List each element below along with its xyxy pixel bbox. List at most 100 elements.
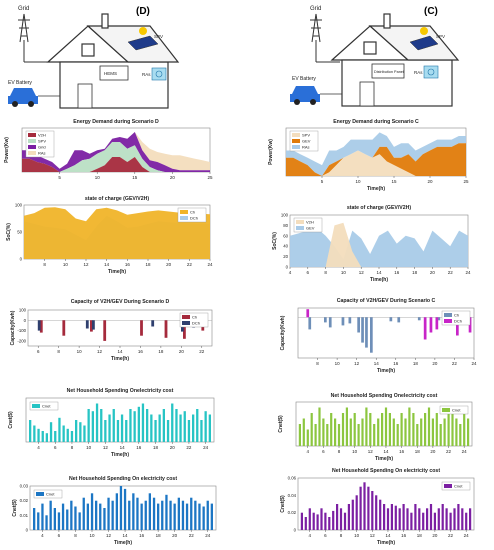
bar-cnet — [337, 424, 341, 446]
bar-cnet — [300, 512, 303, 530]
chart-c_cost_2: Net Household Spending On electricity co… — [280, 468, 475, 546]
legend: Cnet — [441, 481, 471, 491]
bar-cnet — [86, 503, 89, 530]
bar-cnet — [459, 424, 462, 446]
controller-box — [371, 63, 405, 79]
ev-car-icon — [8, 88, 60, 107]
area-series-spv — [286, 150, 466, 176]
y-axis-label: Power(Kw) — [4, 137, 10, 163]
x-tick-label: 20 — [430, 449, 436, 454]
legend-swatch — [28, 133, 36, 137]
load-label: RAs — [142, 72, 151, 77]
x-tick-label: 18 — [145, 262, 151, 267]
x-tick-label: 18 — [158, 349, 164, 354]
x-tick-label: 8 — [43, 262, 46, 267]
bar-cnet — [185, 503, 189, 530]
x-tick-label: 12 — [370, 533, 376, 538]
bar-cnet — [302, 418, 305, 446]
bar-cnet — [361, 418, 364, 446]
bar-cnet — [198, 503, 201, 530]
bar-ch — [365, 317, 368, 348]
bar-cnet — [439, 424, 442, 446]
bar-cnet — [45, 433, 48, 442]
bar-dch — [151, 320, 155, 327]
bar-cnet — [33, 425, 36, 442]
x-axis-label: Time(h) — [375, 456, 393, 462]
bar-cnet — [66, 509, 69, 530]
legend-swatch — [32, 404, 40, 408]
x-tick-label: 22 — [448, 533, 454, 538]
bar-dch — [423, 317, 427, 340]
bar-cnet — [210, 503, 213, 530]
bar-cnet — [45, 515, 48, 530]
x-tick-label: 24 — [462, 449, 468, 454]
bar-cnet — [336, 504, 339, 530]
x-tick-label: 20 — [170, 445, 176, 450]
x-tick-label: 12 — [103, 445, 109, 450]
x-tick-label: 18 — [417, 533, 423, 538]
area-series-grid — [22, 132, 210, 172]
bar-ch — [341, 317, 345, 326]
bar-cnet — [443, 418, 446, 446]
x-tick-label: 4 — [308, 533, 311, 538]
bar-cnet — [57, 512, 61, 530]
bar-ch — [140, 320, 143, 336]
y-tick-label: 0 — [26, 528, 29, 533]
controller-box — [99, 65, 129, 81]
bar-cnet — [455, 418, 458, 446]
bar-cnet — [320, 508, 323, 530]
chart-title: Net Household Spending Onelectricity cos… — [331, 393, 438, 399]
x-tick-label: 18 — [413, 361, 419, 366]
bar-cnet — [345, 407, 348, 446]
chart-c_cost_1: Net Household Spending Onelectricity cos… — [278, 393, 473, 462]
legend-label: Grid — [38, 145, 46, 150]
x-tick-label: 5 — [321, 179, 324, 184]
x-tick-label: 10 — [95, 175, 101, 180]
bar-cnet — [437, 508, 440, 530]
bar-cnet — [316, 514, 319, 530]
chart-title: Capacity of V2H/GEV During Scenario D — [71, 299, 170, 305]
area-series-v2h — [290, 222, 468, 267]
x-tick-label: 18 — [153, 445, 159, 450]
legend-label: Ch — [192, 315, 197, 320]
door — [77, 83, 93, 109]
y-axis-label: SoC(%) — [272, 232, 278, 250]
area-series-ch — [24, 207, 210, 259]
x-tick-label: 16 — [125, 262, 131, 267]
x-axis-label: Time(h) — [111, 356, 129, 362]
bar-cnet — [144, 500, 147, 530]
bar-cnet — [431, 418, 434, 446]
ev-label: EV Battery — [8, 80, 32, 86]
ev-label: EV Battery — [292, 76, 316, 82]
bar-ch — [357, 317, 360, 333]
x-tick-label: 5 — [58, 175, 61, 180]
bar-cnet — [357, 424, 360, 446]
bar-cnet — [375, 495, 378, 530]
load-label: RAs — [414, 70, 423, 75]
bar-ch — [348, 317, 352, 324]
bar-cnet — [308, 508, 311, 530]
bar-cnet — [451, 407, 454, 446]
x-axis-label: Time(h) — [367, 186, 385, 192]
legend-swatch — [28, 139, 36, 143]
bar-cnet — [154, 420, 157, 442]
bar-cnet — [441, 504, 444, 530]
legend: Cnet — [33, 489, 63, 499]
bar-cnet — [128, 500, 131, 530]
bar-cnet — [449, 512, 452, 530]
chart-c_demand: Energy Demand during Scenario C Power(Kw)… — [268, 119, 469, 192]
x-tick-label: 14 — [123, 533, 129, 538]
bar-cnet — [133, 411, 136, 442]
x-tick-label: 4 — [289, 270, 292, 275]
bar-cnet — [469, 508, 472, 530]
bar-cnet — [341, 413, 345, 446]
chart-title: Net Household Spending Onelectricity cos… — [67, 388, 174, 394]
bar-cnet — [49, 500, 52, 530]
panel-label-d: (D) — [136, 6, 150, 17]
bar-cnet — [324, 512, 327, 530]
bar-cnet — [328, 517, 331, 530]
x-tick-label: 16 — [393, 361, 399, 366]
